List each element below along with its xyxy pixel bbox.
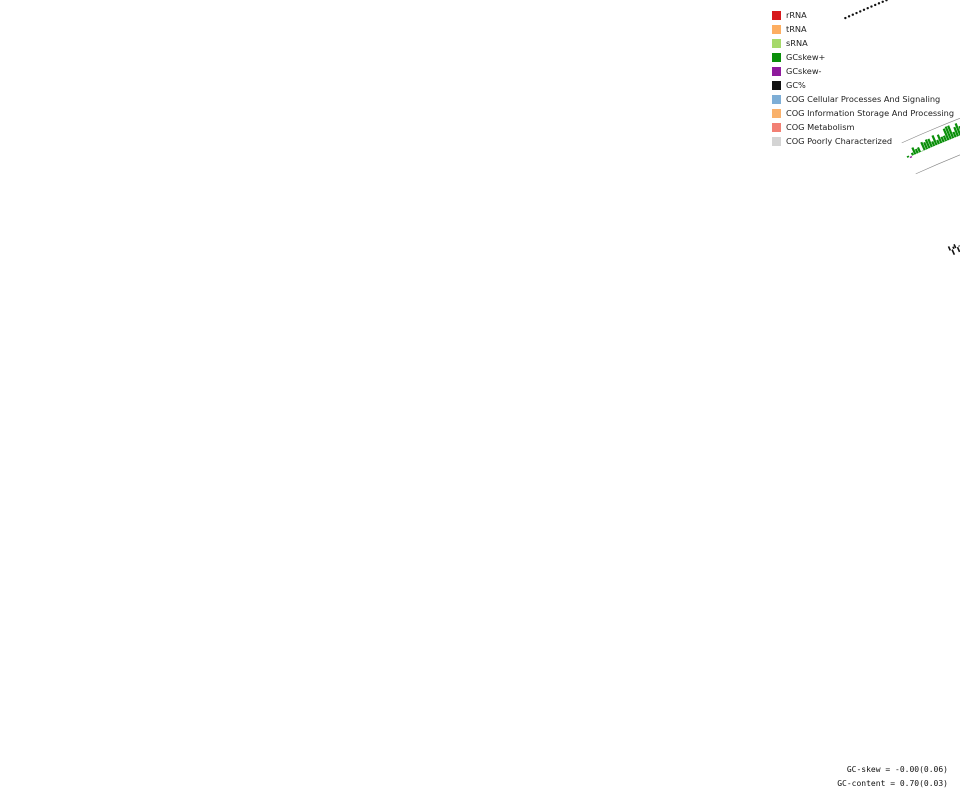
- legend-swatch: [772, 38, 781, 48]
- gc-content-bar: [951, 249, 956, 255]
- legend-label: GC%: [786, 80, 806, 90]
- outer-dot: [885, 0, 888, 2]
- gc-content-bar: [956, 246, 960, 253]
- outer-dot: [847, 15, 851, 18]
- legend-swatch: [772, 24, 781, 34]
- outer-dot: [862, 8, 866, 11]
- legend-swatch: [772, 52, 781, 62]
- gc-skew-stat: GC-skew = -0.00(0.06): [846, 765, 948, 774]
- gc-skew-bar: [924, 139, 931, 149]
- gc-skew-bar: [931, 140, 936, 147]
- gc-skew-bar: [940, 136, 945, 143]
- legend-label: GCskew+: [786, 52, 826, 62]
- gc-skew-bar: [911, 147, 917, 155]
- legend-label: GCskew-: [786, 66, 822, 76]
- legend-label: rRNA: [786, 10, 807, 20]
- gc-content-bar: [953, 243, 957, 249]
- gc-skew-bar: [952, 131, 957, 138]
- outer-dot: [877, 2, 881, 5]
- gc-skew-bar: [931, 134, 938, 146]
- legend-item-gcskew-pos: GCskew+: [772, 50, 954, 64]
- gc-content-bar: [947, 246, 952, 251]
- gc-skew-bar: [927, 138, 933, 148]
- gc-content-stat: GC-content = 0.70(0.03): [837, 779, 948, 788]
- gc-skew-bar: [906, 155, 910, 158]
- legend-item-rRNA: rRNA: [772, 8, 954, 22]
- outer-dot: [866, 6, 869, 10]
- gc-skew-track: [906, 123, 960, 159]
- legend-item-sRNA: sRNA: [772, 36, 954, 50]
- legend-swatch: [772, 66, 781, 76]
- legend-swatch: [772, 122, 781, 132]
- legend-item-cog-isp: COG Information Storage And Processing: [772, 106, 954, 120]
- gc-skew-bar: [914, 148, 919, 154]
- gc-skew-bar: [953, 126, 959, 137]
- legend-label: sRNA: [786, 38, 808, 48]
- stats-box: GC-skew = -0.00(0.06) GC-content = 0.70(…: [837, 763, 948, 791]
- gc-skew-bar: [942, 135, 948, 142]
- gc-content-bar: [952, 246, 955, 250]
- legend-item-gc: GC%: [772, 78, 954, 92]
- gc-skew-bar: [936, 139, 940, 145]
- outer-dot: [844, 16, 847, 20]
- outer-dot: [881, 0, 884, 3]
- outer-dot: [859, 10, 862, 13]
- gc-skew-bar: [944, 126, 952, 140]
- legend-label: COG Poorly Characterized: [786, 136, 893, 146]
- legend-swatch: [772, 108, 781, 118]
- gc-skew-bar: [916, 147, 922, 153]
- legend-label: COG Cellular Processes And Signaling: [786, 94, 941, 104]
- gc-skew-bar: [923, 141, 929, 150]
- position-ticks: [844, 0, 888, 20]
- gc-skew-bar: [936, 134, 943, 144]
- legend-swatch: [772, 94, 781, 104]
- outer-dot: [851, 13, 854, 16]
- gc-skew-bar: [942, 128, 950, 141]
- legend: rRNA tRNA sRNA GCskew+ GCskew- GC% COG Cellula…: [772, 8, 954, 148]
- gc-skew-bar: [909, 155, 913, 159]
- gc-content-track: [947, 243, 960, 255]
- legend-item-tRNA: tRNA: [772, 22, 954, 36]
- legend-swatch: [772, 80, 781, 90]
- legend-item-gcskew-neg: GCskew-: [772, 64, 954, 78]
- outer-dot: [870, 5, 873, 8]
- legend-item-cog-cps: COG Cellular Processes And Signaling: [772, 92, 954, 106]
- outer-dot: [874, 3, 877, 7]
- gc-skew-bar: [920, 141, 926, 151]
- legend-label: COG Metabolism: [786, 122, 855, 132]
- legend-item-cog-met: COG Metabolism: [772, 120, 954, 134]
- outer-dot: [855, 11, 858, 15]
- legend-item-cog-pc: COG Poorly Characterized: [772, 134, 954, 148]
- legend-label: COG Information Storage And Processing: [786, 108, 955, 118]
- legend-label: tRNA: [786, 24, 807, 34]
- legend-swatch: [772, 10, 781, 20]
- legend-swatch: [772, 136, 781, 146]
- gc-skew-bar: [947, 125, 955, 139]
- gc-skew-bar: [910, 152, 915, 156]
